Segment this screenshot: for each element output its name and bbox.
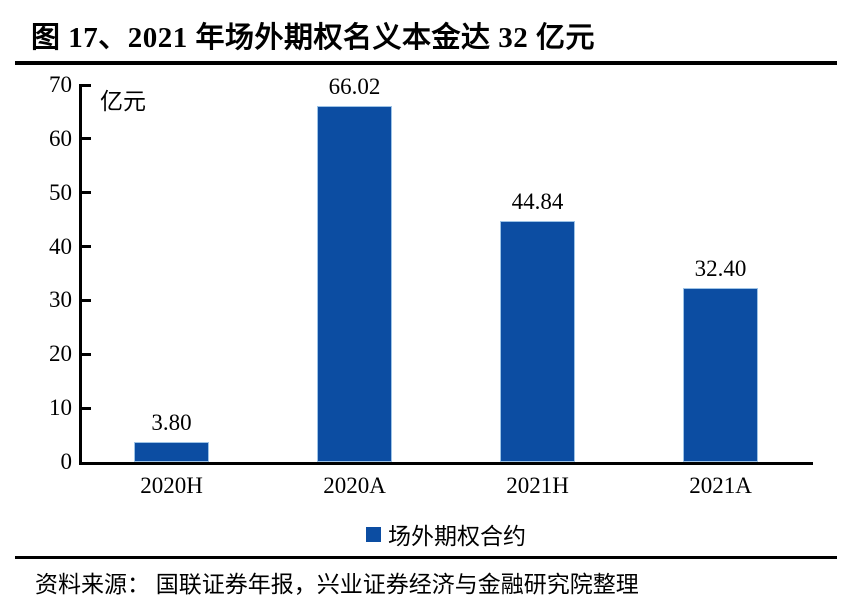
chart-legend: 场外期权合约 (80, 517, 812, 551)
bar-2021H (500, 220, 575, 462)
legend-swatch-icon (366, 526, 381, 542)
y-axis-tick-label: 10 (49, 395, 72, 421)
y-axis-tick (82, 298, 91, 302)
x-axis-category-label: 2020H (140, 473, 203, 498)
bar-value-label: 66.02 (328, 74, 381, 100)
source-note: 资料来源： 国联证券年报，兴业证券经济与金融研究院整理 (35, 572, 639, 597)
y-axis-tick (82, 406, 91, 410)
bar-2020A (317, 106, 392, 462)
y-axis-unit-label: 亿元 (100, 89, 146, 114)
y-axis-tick-label: 40 (49, 233, 72, 259)
title-underline (15, 61, 837, 65)
source-divider-line (15, 556, 837, 559)
y-axis-tick (82, 83, 91, 87)
y-axis-tick (82, 352, 91, 356)
y-axis-line (79, 84, 82, 465)
y-axis-tick-label: 50 (49, 179, 72, 205)
legend-series-label: 场外期权合约 (388, 524, 526, 549)
bar-value-label: 3.80 (151, 409, 192, 435)
y-axis-tick (82, 245, 91, 249)
y-axis-tick-label: 70 (49, 72, 72, 97)
y-axis-tick-label: 0 (60, 449, 73, 474)
y-axis-tick-label: 30 (49, 287, 72, 313)
bar-2021A (683, 287, 758, 462)
y-axis-tick (82, 137, 91, 141)
y-axis-tick-label: 20 (49, 341, 72, 367)
figure-title: 图 17、2021 年场外期权名义本金达 32 亿元 (31, 22, 596, 54)
bar-value-label: 44.84 (511, 188, 564, 214)
y-axis-tick (82, 191, 91, 195)
x-axis-line (79, 462, 813, 465)
x-axis-category-label: 2021A (689, 473, 752, 498)
y-axis-tick-label: 60 (49, 125, 72, 151)
x-axis-category-label: 2020A (323, 473, 386, 498)
bar-value-label: 32.40 (694, 255, 747, 281)
bar-2020H (134, 441, 209, 462)
x-axis-category-label: 2021H (506, 473, 569, 498)
